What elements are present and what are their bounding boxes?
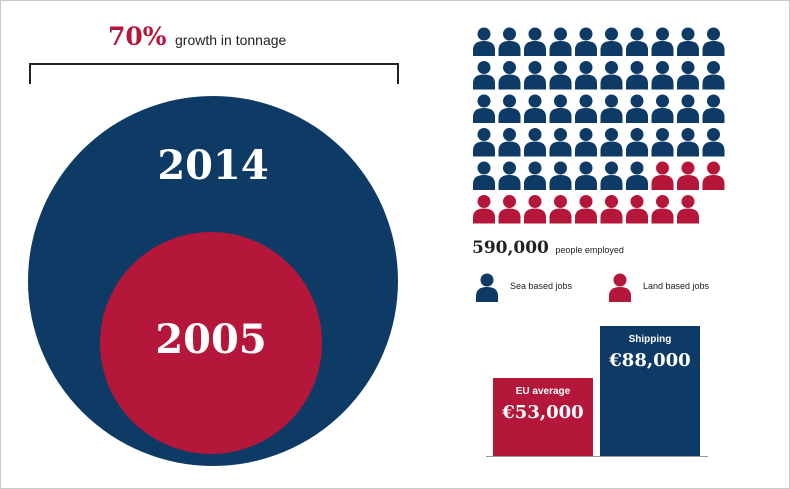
sea-job-icon <box>702 94 725 123</box>
sea-job-icon <box>702 61 725 90</box>
land-job-icon <box>677 195 699 224</box>
land-job-icon <box>575 195 597 224</box>
sea-job-icon <box>473 27 495 56</box>
sea-job-icon <box>575 27 597 56</box>
sea-job-icon <box>677 128 699 157</box>
bar-baseline <box>486 456 708 457</box>
sea-job-icon <box>524 128 546 157</box>
employment-number: 590,000 <box>472 238 549 258</box>
sea-job-icon <box>549 61 572 90</box>
land-job-icon <box>600 195 623 224</box>
sea-job-icon <box>651 94 674 123</box>
sea-job-icon <box>549 94 572 123</box>
sea-job-icon <box>473 61 495 90</box>
land-job-icon <box>651 161 674 190</box>
sea-job-icon <box>626 27 648 56</box>
sea-job-icon <box>651 27 674 56</box>
land-job-icon <box>651 195 674 224</box>
employment-total: 590,000 people employed <box>472 238 624 258</box>
sea-job-icon <box>600 61 623 90</box>
bar-eu-average: EU average €53,000 <box>493 378 593 456</box>
sea-job-icon <box>549 128 572 157</box>
sea-job-icon <box>575 161 597 190</box>
sea-job-icon <box>498 161 521 190</box>
sea-job-icon <box>626 161 648 190</box>
land-job-icon <box>702 161 725 190</box>
legend-sea-label: Sea based jobs <box>510 281 573 291</box>
sea-job-icon <box>524 94 546 123</box>
sea-job-icon <box>575 128 597 157</box>
tonnage-headline: 70% growth in tonnage <box>108 22 286 51</box>
growth-bracket <box>29 63 399 84</box>
circle-2005 <box>100 232 322 454</box>
sea-person-icon <box>476 273 498 302</box>
sea-job-icon <box>524 161 546 190</box>
sea-job-icon <box>600 161 623 190</box>
sea-job-icon <box>498 94 521 123</box>
people-icon-grid <box>473 27 725 224</box>
land-person-icon <box>609 273 631 302</box>
land-job-icon <box>473 195 495 224</box>
land-job-icon <box>626 195 648 224</box>
sea-job-icon <box>626 128 648 157</box>
growth-label: growth in tonnage <box>175 32 287 48</box>
sea-job-icon <box>677 61 699 90</box>
sea-job-icon <box>575 61 597 90</box>
sea-job-icon <box>549 27 572 56</box>
land-job-icon <box>498 195 521 224</box>
bar-eu-value: €53,000 <box>502 402 584 423</box>
sea-job-icon <box>498 27 521 56</box>
sea-job-icon <box>677 94 699 123</box>
year-2014-label: 2014 <box>157 142 269 189</box>
land-job-icon <box>549 195 572 224</box>
land-job-icon <box>677 161 699 190</box>
sea-job-icon <box>549 161 572 190</box>
sea-job-icon <box>626 94 648 123</box>
sea-job-icon <box>600 94 623 123</box>
bar-eu-label: EU average <box>515 386 571 397</box>
year-2005-label: 2005 <box>155 316 267 363</box>
sea-job-icon <box>473 94 495 123</box>
sea-job-icon <box>600 27 623 56</box>
sea-job-icon <box>524 61 546 90</box>
sea-job-icon <box>498 61 521 90</box>
sea-job-icon <box>677 27 699 56</box>
sea-job-icon <box>651 61 674 90</box>
sea-job-icon <box>473 128 495 157</box>
sea-job-icon <box>702 128 725 157</box>
bar-shipping: Shipping €88,000 <box>600 326 700 456</box>
land-job-icon <box>524 195 546 224</box>
legend-land-label: Land based jobs <box>643 281 710 291</box>
sea-job-icon <box>524 27 546 56</box>
sea-job-icon <box>575 94 597 123</box>
growth-percentage: 70% <box>108 22 167 51</box>
sea-job-icon <box>498 128 521 157</box>
sea-job-icon <box>473 161 495 190</box>
employment-label: people employed <box>555 245 624 255</box>
sea-job-icon <box>626 61 648 90</box>
sea-job-icon <box>600 128 623 157</box>
bar-shipping-value: €88,000 <box>609 350 691 371</box>
sea-job-icon <box>651 128 674 157</box>
bar-shipping-label: Shipping <box>628 334 672 345</box>
sea-job-icon <box>702 27 725 56</box>
